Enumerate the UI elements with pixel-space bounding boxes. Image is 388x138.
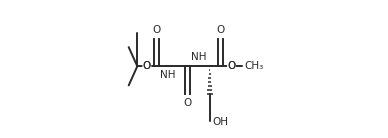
Text: O: O [227,61,236,71]
Text: O: O [152,25,161,35]
Text: O: O [143,61,151,71]
Text: OH: OH [213,117,229,127]
Text: O: O [143,61,151,71]
Text: NH: NH [191,52,207,62]
Text: NH: NH [159,70,175,80]
Text: O: O [217,25,225,35]
Circle shape [228,62,236,70]
Text: O: O [227,61,236,71]
Text: CH₃: CH₃ [244,61,264,71]
Text: O: O [184,98,192,108]
Circle shape [143,62,151,70]
